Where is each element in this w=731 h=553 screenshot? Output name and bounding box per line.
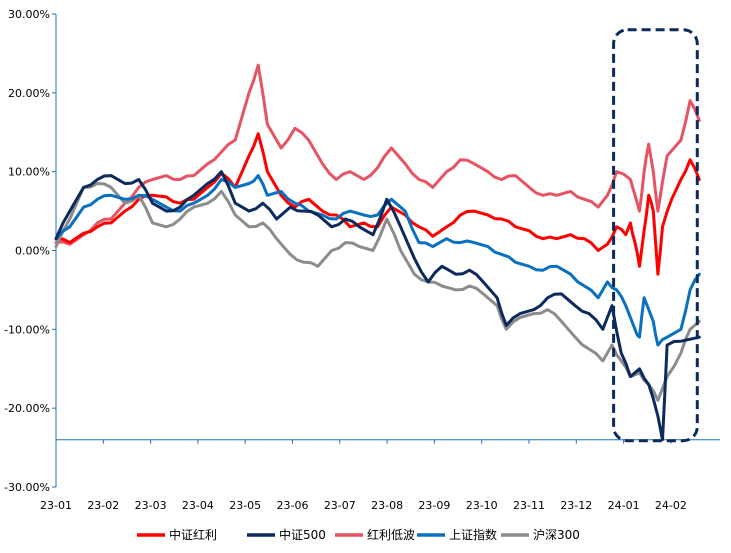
x-tick-label: 23-05 bbox=[229, 499, 261, 512]
highlight-layer bbox=[612, 28, 699, 443]
y-tick-label: -10.00% bbox=[4, 323, 50, 336]
y-tick-label: 30.00% bbox=[8, 8, 50, 21]
legend-label: 中证红利 bbox=[169, 527, 217, 542]
x-tick-label: 23-04 bbox=[182, 499, 214, 512]
x-tick-label: 23-03 bbox=[135, 499, 167, 512]
x-axis: 23-01 23-02 23-03 23-04 23-05 23-06 23-07 23-08… bbox=[40, 439, 720, 512]
y-tick-label: 0.00% bbox=[15, 245, 50, 258]
x-tick-label: 23-12 bbox=[560, 499, 592, 512]
x-tick-label: 23-08 bbox=[371, 499, 403, 512]
series-line-0 bbox=[54, 132, 701, 276]
y-tick-label: -30.00% bbox=[4, 481, 50, 494]
highlight-box bbox=[612, 28, 699, 443]
x-tick-label: 23-11 bbox=[513, 499, 545, 512]
x-tick-label: 23-06 bbox=[277, 499, 309, 512]
x-tick-label: 24-01 bbox=[608, 499, 640, 512]
legend-label: 沪深300 bbox=[533, 528, 580, 542]
legend: 中证红利 中证500 红利低波 上证指数 沪深300 bbox=[137, 527, 580, 542]
x-tick-label: 23-01 bbox=[40, 499, 72, 512]
series-line-2 bbox=[54, 63, 701, 246]
x-tick-label: 23-09 bbox=[418, 499, 450, 512]
legend-label: 上证指数 bbox=[449, 527, 497, 542]
series-layer bbox=[54, 63, 701, 442]
x-tick-label: 24-02 bbox=[655, 499, 687, 512]
series-line-1 bbox=[54, 170, 701, 442]
y-axis: 30.00% 20.00% 10.00% 0.00% -10.00% -20.00% -30… bbox=[4, 8, 57, 494]
y-tick-label: 10.00% bbox=[8, 166, 50, 179]
series-line-4 bbox=[54, 182, 701, 402]
x-tick-label: 23-07 bbox=[324, 499, 356, 512]
y-tick-label: 20.00% bbox=[8, 87, 50, 100]
legend-label: 中证500 bbox=[279, 527, 326, 542]
x-tick-label: 23-02 bbox=[87, 499, 119, 512]
legend-label: 红利低波 bbox=[367, 527, 415, 542]
x-tick-label: 23-10 bbox=[466, 499, 498, 512]
y-tick-label: -20.00% bbox=[4, 402, 50, 415]
